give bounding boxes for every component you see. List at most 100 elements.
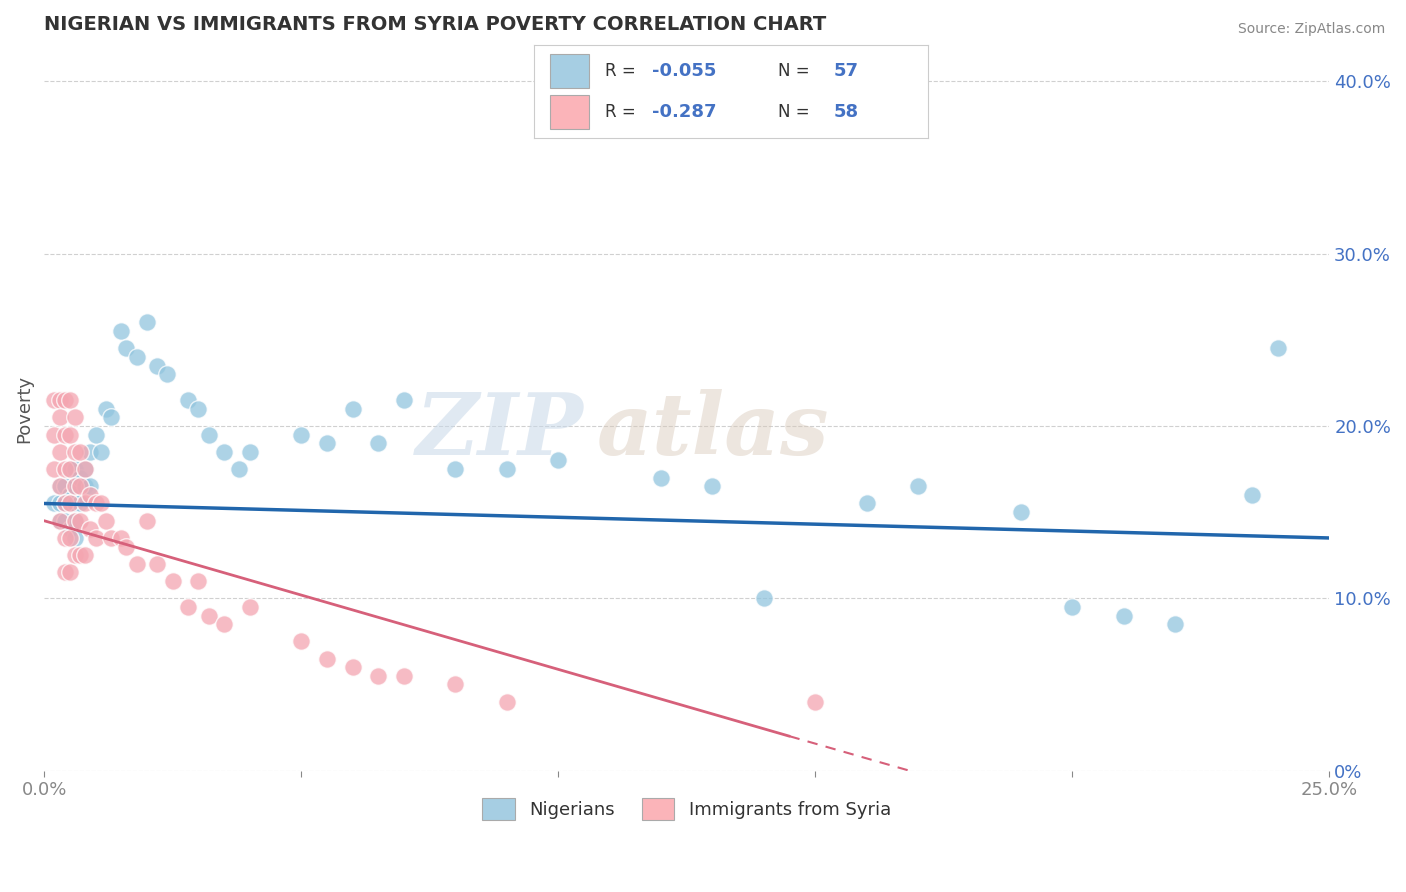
- Point: [855, 496, 877, 510]
- Point: [53, 479, 76, 493]
- Point: [125, 557, 148, 571]
- Point: [177, 392, 200, 407]
- Point: [650, 470, 672, 484]
- FancyBboxPatch shape: [550, 54, 589, 87]
- Point: [79, 444, 101, 458]
- Point: [315, 651, 337, 665]
- Point: [94, 401, 117, 416]
- Point: [75, 479, 97, 493]
- Point: [59, 488, 82, 502]
- Point: [197, 427, 219, 442]
- Point: [69, 496, 91, 510]
- Point: [75, 548, 97, 562]
- Point: [367, 669, 389, 683]
- Point: [59, 462, 82, 476]
- Point: [342, 401, 364, 416]
- Point: [110, 324, 132, 338]
- Text: ZIP: ZIP: [416, 389, 583, 472]
- Point: [48, 514, 70, 528]
- Text: NIGERIAN VS IMMIGRANTS FROM SYRIA POVERTY CORRELATION CHART: NIGERIAN VS IMMIGRANTS FROM SYRIA POVERT…: [44, 15, 827, 34]
- Point: [53, 496, 76, 510]
- Point: [1241, 488, 1264, 502]
- Point: [44, 462, 66, 476]
- Point: [53, 566, 76, 580]
- Point: [239, 444, 262, 458]
- Point: [63, 548, 86, 562]
- Point: [53, 392, 76, 407]
- Point: [75, 496, 97, 510]
- Point: [59, 522, 82, 536]
- Point: [48, 479, 70, 493]
- Point: [125, 350, 148, 364]
- Point: [156, 368, 179, 382]
- Point: [1267, 342, 1289, 356]
- Point: [495, 462, 517, 476]
- Point: [228, 462, 250, 476]
- Point: [90, 444, 112, 458]
- Point: [804, 695, 827, 709]
- Point: [110, 531, 132, 545]
- Point: [84, 531, 107, 545]
- Text: -0.055: -0.055: [652, 62, 717, 79]
- Point: [146, 359, 169, 373]
- Point: [63, 479, 86, 493]
- Point: [187, 574, 209, 588]
- Legend: Nigerians, Immigrants from Syria: Nigerians, Immigrants from Syria: [475, 790, 898, 827]
- Point: [100, 410, 122, 425]
- Point: [342, 660, 364, 674]
- Point: [392, 392, 415, 407]
- Point: [48, 496, 70, 510]
- Point: [63, 462, 86, 476]
- Point: [392, 669, 415, 683]
- Point: [100, 531, 122, 545]
- Point: [187, 401, 209, 416]
- Text: 57: 57: [834, 62, 859, 79]
- Point: [1112, 608, 1135, 623]
- Point: [53, 427, 76, 442]
- Point: [162, 574, 184, 588]
- Text: R =: R =: [605, 62, 636, 79]
- Point: [212, 617, 235, 632]
- Point: [69, 479, 91, 493]
- Point: [79, 488, 101, 502]
- Point: [69, 548, 91, 562]
- Point: [290, 634, 312, 648]
- Point: [59, 531, 82, 545]
- Text: -0.287: -0.287: [652, 103, 717, 121]
- Point: [146, 557, 169, 571]
- Point: [84, 427, 107, 442]
- Point: [69, 444, 91, 458]
- Point: [702, 479, 724, 493]
- Point: [84, 496, 107, 510]
- Point: [79, 479, 101, 493]
- Point: [59, 496, 82, 510]
- Point: [315, 436, 337, 450]
- Text: R =: R =: [605, 103, 636, 121]
- Point: [63, 531, 86, 545]
- Point: [367, 436, 389, 450]
- Point: [63, 496, 86, 510]
- Point: [59, 427, 82, 442]
- Point: [63, 514, 86, 528]
- Point: [44, 427, 66, 442]
- Point: [752, 591, 775, 606]
- Point: [48, 410, 70, 425]
- Text: N =: N =: [779, 103, 810, 121]
- Point: [212, 444, 235, 458]
- Point: [135, 514, 157, 528]
- Point: [63, 410, 86, 425]
- Point: [94, 514, 117, 528]
- Text: Source: ZipAtlas.com: Source: ZipAtlas.com: [1237, 22, 1385, 37]
- Point: [53, 496, 76, 510]
- Point: [59, 566, 82, 580]
- Point: [69, 470, 91, 484]
- Text: atlas: atlas: [596, 389, 830, 472]
- Point: [48, 444, 70, 458]
- Text: N =: N =: [779, 62, 810, 79]
- Point: [63, 444, 86, 458]
- Point: [907, 479, 929, 493]
- Point: [197, 608, 219, 623]
- Point: [444, 677, 467, 691]
- Point: [63, 479, 86, 493]
- Point: [239, 599, 262, 614]
